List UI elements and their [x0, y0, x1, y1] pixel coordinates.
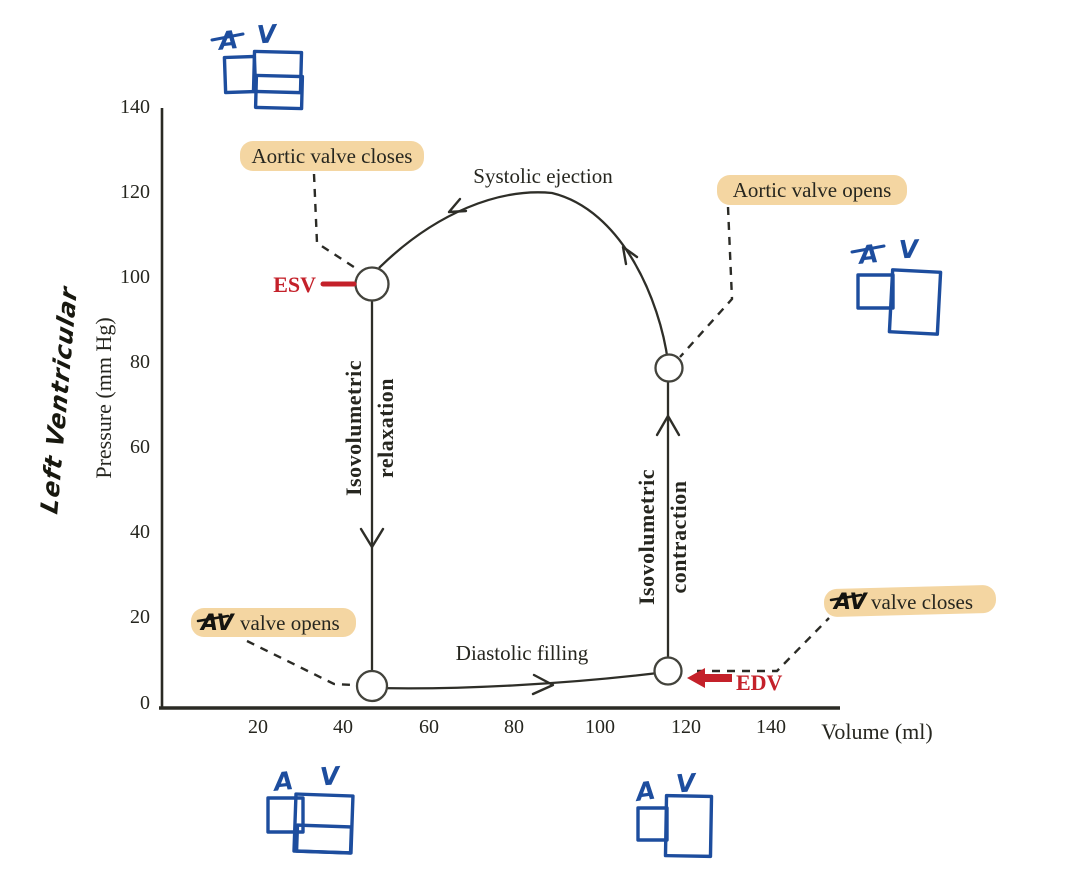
- y-tick-120: 120: [120, 181, 150, 203]
- sketch-letter-v: V: [319, 761, 342, 791]
- ventricle-hatch-icon: [294, 823, 354, 855]
- sketch-letter-a: A: [215, 25, 239, 56]
- av-closes-crossbar: [829, 593, 863, 602]
- x-axis-title: Volume (ml): [821, 719, 932, 744]
- sketch-letter-a: A: [855, 239, 879, 270]
- x-tick-140: 140: [756, 716, 786, 738]
- valve-sketch-bottom-middle: A V: [632, 768, 714, 859]
- y-axis-title-printed: Pressure (mm Hg): [91, 317, 116, 478]
- av-opens-crossbar: [196, 614, 230, 623]
- atrium-box-icon: [856, 273, 895, 310]
- label-aortic-valve-opens: Aortic valve opens: [733, 178, 892, 202]
- x-tick-100: 100: [585, 716, 615, 738]
- y-tick-60: 60: [130, 436, 150, 458]
- iso-relaxation-line2: relaxation: [373, 378, 398, 478]
- arrow-down-relaxation: [359, 527, 385, 549]
- corner-aortic-opens: [654, 353, 684, 383]
- sketch-letter-a: A: [270, 766, 294, 797]
- label-isovolumetric-relaxation: Isovolumetric relaxation: [341, 360, 398, 496]
- y-tick-20: 20: [130, 606, 150, 628]
- ventricle-box-icon: [251, 49, 304, 95]
- valve-sketch-right: A V: [850, 234, 943, 336]
- highlight-av-valve-closes: [823, 585, 997, 617]
- label-av-valve-opens-handwritten: AV: [199, 611, 236, 636]
- x-tick-80: 80: [504, 716, 524, 738]
- x-tick-20: 20: [248, 716, 268, 738]
- ventricle-hatch-icon: [253, 73, 305, 111]
- leader-aortic-valve-opens: [679, 206, 734, 358]
- diastolic-filling-curve: [373, 670, 667, 690]
- iso-contraction-line2: contraction: [666, 480, 691, 593]
- highlight-aortic-valve-closes: [240, 141, 424, 171]
- label-av-valve-opens: valve opens: [240, 611, 340, 635]
- sketch-letter-a: A: [632, 776, 657, 808]
- label-isovolumetric-contraction: Isovolumetric contraction: [634, 469, 691, 605]
- label-systolic-ejection: Systolic ejection: [473, 164, 613, 188]
- sketch-letter-v: V: [898, 234, 920, 264]
- atrium-box-icon: [636, 806, 669, 842]
- iso-contraction-line1: Isovolumetric: [634, 469, 659, 605]
- sketch-letter-v: V: [675, 768, 698, 798]
- y-tick-140: 140: [120, 96, 150, 118]
- label-av-valve-closes: valve closes: [871, 590, 973, 614]
- arrow-up-contraction: [655, 414, 681, 437]
- systolic-ejection-curve: [378, 191, 670, 363]
- x-tick-60: 60: [419, 716, 439, 738]
- y-tick-40: 40: [130, 521, 150, 543]
- x-tick-120: 120: [671, 716, 701, 738]
- y-tick-0: 0: [140, 692, 150, 714]
- esv-label: ESV: [273, 272, 316, 297]
- ventricle-hatch-icon: [663, 793, 714, 859]
- arrow-ejection-rising: [621, 245, 639, 266]
- ventricle-hatch-icon: [887, 268, 943, 336]
- highlight-aortic-valve-opens: [717, 175, 907, 205]
- edv-label: EDV: [736, 670, 783, 695]
- atrium-hatch-icon: [266, 796, 305, 834]
- label-av-valve-closes-handwritten: AV: [832, 590, 869, 615]
- y-axis-title-handwritten: Left Ventricular: [36, 282, 83, 517]
- a-crossbar-icon: [850, 244, 886, 254]
- edv-arrow: [687, 668, 732, 688]
- corner-edv-av-closes: [653, 656, 683, 686]
- leader-av-valve-closes: [697, 617, 830, 673]
- x-tick-40: 40: [333, 716, 353, 738]
- leader-aortic-valve-closes: [312, 173, 358, 271]
- valve-sketch-bottom-left: A V: [266, 761, 355, 855]
- sketch-letter-v: V: [256, 19, 279, 49]
- arrow-right-filling: [531, 673, 555, 696]
- iso-relaxation-line1: Isovolumetric: [341, 360, 366, 496]
- y-tick-100: 100: [120, 266, 150, 288]
- arrow-ejection-falling: [447, 197, 468, 214]
- label-aortic-valve-closes: Aortic valve closes: [252, 144, 413, 168]
- highlight-av-valve-opens: [191, 608, 356, 637]
- leader-av-valve-opens: [246, 639, 355, 687]
- corner-av-opens: [355, 669, 389, 703]
- valve-sketch-top-left: A V: [210, 19, 305, 111]
- y-tick-80: 80: [130, 351, 150, 373]
- label-diastolic-filling: Diastolic filling: [456, 641, 589, 665]
- atrium-box-icon: [222, 54, 258, 95]
- a-crossbar-icon: [210, 32, 245, 42]
- corner-esv-aortic-closes: [354, 266, 390, 302]
